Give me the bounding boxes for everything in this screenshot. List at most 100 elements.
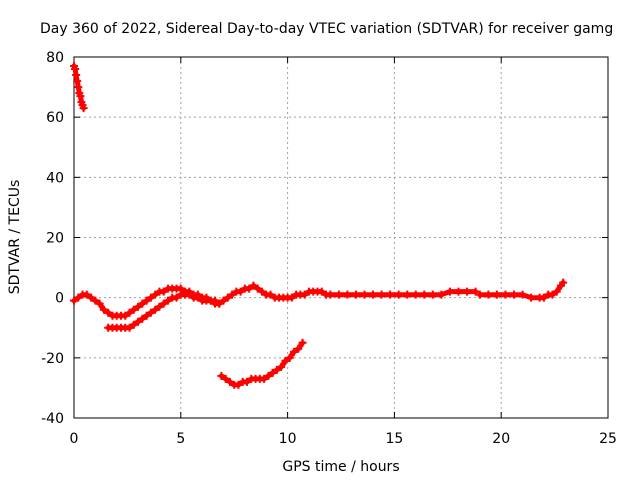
data-point bbox=[264, 371, 273, 380]
data-point bbox=[185, 290, 194, 299]
data-point bbox=[76, 92, 85, 101]
data-point bbox=[243, 377, 252, 386]
data-point bbox=[73, 77, 82, 86]
axis-ticks: 0 5 10 15 20 25 -40 -20 0 20 40 60 80 bbox=[41, 50, 617, 447]
data-point bbox=[138, 314, 147, 323]
data-point bbox=[129, 305, 138, 314]
data-point bbox=[351, 290, 360, 299]
data-point bbox=[134, 302, 143, 311]
data-point bbox=[257, 287, 266, 296]
data-point bbox=[420, 290, 429, 299]
data-point bbox=[360, 290, 369, 299]
data-point bbox=[125, 308, 134, 317]
series-early-spike bbox=[70, 62, 88, 113]
data-point bbox=[527, 293, 536, 302]
data-point bbox=[559, 278, 568, 287]
data-point bbox=[146, 293, 155, 302]
data-point bbox=[445, 287, 454, 296]
data-point bbox=[70, 296, 78, 305]
data-point bbox=[138, 299, 147, 308]
data-point bbox=[79, 104, 88, 113]
data-point bbox=[163, 296, 172, 305]
y-tick-label: 0 bbox=[55, 291, 64, 307]
data-point bbox=[74, 293, 83, 302]
data-point bbox=[369, 290, 378, 299]
data-point bbox=[104, 308, 113, 317]
chart-title: Day 360 of 2022, Sidereal Day-to-day VTE… bbox=[40, 21, 613, 37]
data-point bbox=[121, 311, 130, 320]
data-point bbox=[159, 299, 168, 308]
x-tick-label: 5 bbox=[176, 431, 185, 447]
data-point bbox=[484, 290, 493, 299]
series-negative-arc bbox=[217, 338, 307, 389]
data-point bbox=[277, 362, 286, 371]
data-point bbox=[518, 290, 527, 299]
data-point bbox=[294, 344, 303, 353]
y-axis-label: SDTVAR / TECUs bbox=[7, 180, 23, 295]
data-point bbox=[249, 281, 258, 290]
data-point bbox=[172, 293, 181, 302]
data-point bbox=[501, 290, 510, 299]
data-point bbox=[71, 65, 80, 74]
data-point bbox=[234, 380, 243, 389]
data-point bbox=[343, 290, 352, 299]
data-series bbox=[70, 62, 568, 389]
data-point bbox=[272, 365, 281, 374]
data-point bbox=[228, 290, 237, 299]
data-point bbox=[129, 320, 138, 329]
data-point bbox=[159, 287, 168, 296]
data-point bbox=[151, 305, 160, 314]
x-tick-label: 25 bbox=[599, 431, 617, 447]
data-point bbox=[221, 374, 230, 383]
data-point bbox=[146, 308, 155, 317]
y-tick-label: -40 bbox=[41, 411, 64, 427]
data-point bbox=[215, 299, 224, 308]
series-late-track bbox=[475, 278, 568, 302]
data-point bbox=[463, 287, 472, 296]
data-point bbox=[245, 284, 254, 293]
y-tick-label: 40 bbox=[46, 170, 64, 186]
data-point bbox=[326, 290, 335, 299]
data-point bbox=[437, 290, 446, 299]
x-axis-label: GPS time / hours bbox=[282, 459, 399, 475]
data-point bbox=[377, 290, 386, 299]
data-point bbox=[475, 290, 484, 299]
data-point bbox=[298, 338, 307, 347]
data-point bbox=[317, 287, 326, 296]
data-point bbox=[394, 290, 403, 299]
data-point bbox=[193, 293, 202, 302]
data-point bbox=[253, 284, 262, 293]
data-point bbox=[285, 353, 294, 362]
x-tick-label: 0 bbox=[70, 431, 79, 447]
data-point bbox=[428, 290, 437, 299]
data-point bbox=[223, 293, 232, 302]
data-point bbox=[403, 290, 412, 299]
y-tick-label: 60 bbox=[46, 110, 64, 126]
y-tick-label: -20 bbox=[41, 351, 64, 367]
data-point bbox=[91, 296, 100, 305]
data-point bbox=[411, 290, 420, 299]
data-point bbox=[539, 293, 548, 302]
data-point bbox=[217, 371, 226, 380]
data-point bbox=[236, 287, 245, 296]
series-secondary-track bbox=[104, 290, 224, 332]
y-tick-label: 20 bbox=[46, 231, 64, 247]
data-point bbox=[72, 71, 81, 80]
data-point bbox=[334, 290, 343, 299]
data-point bbox=[471, 287, 480, 296]
x-tick-label: 20 bbox=[492, 431, 510, 447]
data-point bbox=[99, 305, 108, 314]
data-point bbox=[268, 368, 277, 377]
data-point bbox=[206, 296, 215, 305]
data-point bbox=[287, 293, 296, 302]
x-tick-label: 10 bbox=[279, 431, 297, 447]
data-point bbox=[300, 290, 309, 299]
data-point bbox=[281, 356, 290, 365]
data-point bbox=[87, 293, 96, 302]
series-main-track bbox=[70, 281, 480, 320]
data-point bbox=[492, 290, 501, 299]
grid-lines bbox=[74, 57, 608, 418]
data-point bbox=[290, 347, 299, 356]
data-point bbox=[142, 296, 151, 305]
